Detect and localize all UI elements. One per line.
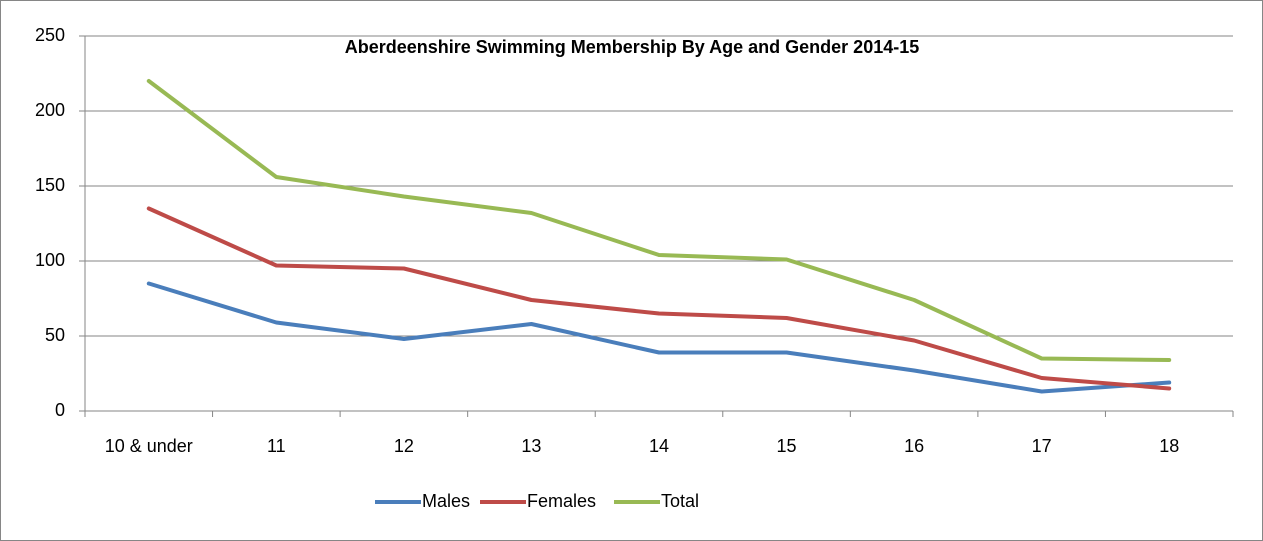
x-tick-label: 11 [267,436,286,456]
x-tick-label: 16 [904,436,924,456]
series-line [146,206,1172,391]
x-tick-label: 14 [649,436,669,456]
x-tick-label: 15 [777,436,797,456]
legend-label: Males [422,491,470,511]
x-tick-label: 10 & under [105,436,193,456]
y-tick-label: 100 [35,250,65,270]
legend-label: Females [527,491,596,511]
y-tick-label: 50 [45,325,65,345]
y-tick-label: 0 [55,400,65,420]
chart-title: Aberdeenshire Swimming Membership By Age… [345,37,920,57]
x-tick-label: 18 [1159,436,1179,456]
series-line [146,281,1172,394]
series-line [146,79,1172,362]
y-tick-label: 200 [35,100,65,120]
x-tick-label: 12 [394,436,414,456]
x-tick-label: 13 [521,436,541,456]
x-tick-label: 17 [1032,436,1052,456]
y-tick-label: 150 [35,175,65,195]
legend-label: Total [661,491,699,511]
y-tick-label: 250 [35,25,65,45]
